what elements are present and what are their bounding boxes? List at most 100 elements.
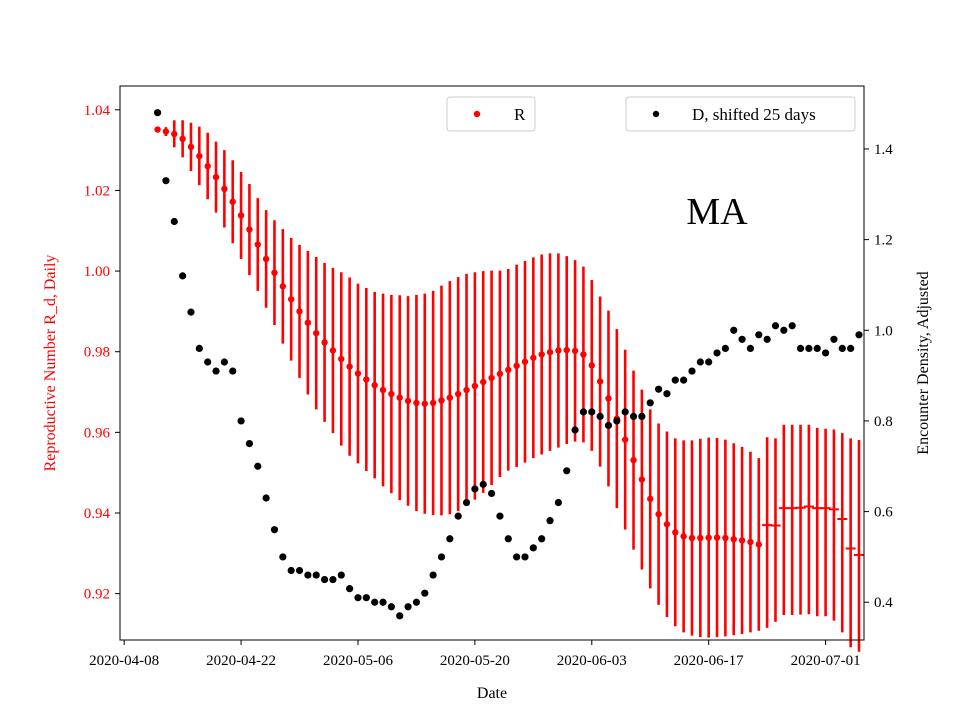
r-point [471,382,479,390]
d-point [262,494,270,502]
r-point [454,390,462,398]
r-point [521,358,529,365]
d-point [780,326,788,334]
r-point [196,152,203,160]
d-point [538,535,546,543]
r-point [246,226,253,233]
plot-frame [119,85,865,641]
x-tick-label: 2020-05-06 [323,653,393,669]
left-y-tick-label: 0.96 [84,425,111,441]
r-point [429,399,437,407]
d-point [521,553,529,561]
r-point [421,400,428,407]
r-point [663,521,671,528]
d-point [771,322,780,330]
r-point [338,355,345,363]
r-point [505,366,512,374]
d-point [554,498,562,507]
d-point [813,344,821,353]
r-point [647,495,654,503]
left-y-tick-label: 0.92 [84,587,110,603]
d-point [654,385,663,393]
d-point [479,480,487,488]
r-point [747,538,754,546]
d-point [563,467,571,475]
r-point [546,348,554,356]
r-point [413,399,420,407]
r-point [463,386,470,394]
d-point [721,344,729,353]
d-point [496,512,504,520]
r-point [672,529,679,536]
d-point [504,535,512,543]
d-point [204,358,212,366]
r-point [571,347,579,355]
d-point [588,408,596,416]
r-point [237,212,245,219]
d-point [604,421,613,430]
r-point [254,241,261,248]
d-point [412,598,421,606]
r-point [588,362,595,369]
d-point [471,485,479,493]
d-point [646,399,654,407]
r-point [722,534,729,542]
right-y-tick-label: 1.2 [874,233,893,249]
d-point [354,594,362,602]
d-point [179,272,187,280]
r-point [496,370,504,378]
d-point [730,326,738,334]
d-point [212,367,220,375]
r-point [321,339,328,346]
left-y-tick-label: 1.00 [84,264,110,280]
d-point [337,571,345,579]
r-point [638,476,646,483]
r-point [438,397,445,404]
right-y-axis-label: Encounter Density, Adjusted [915,271,932,454]
right-y-tick-label: 1.4 [874,142,893,158]
d-point [671,376,679,384]
right-y-axis: 0.4 0.6 0.8 1.0 1.2 1.4 [864,142,893,611]
r-point [221,185,228,193]
d-point [713,349,721,357]
d-point [270,526,279,534]
x-axis: 2020-04-08 2020-04-22 2020-05-06 2020-05-20… [89,640,861,669]
legend-d-label: D, shifted 25 days [692,105,816,124]
d-point [613,417,621,425]
d-point [746,344,755,353]
d-point [437,553,446,561]
d-point [287,566,295,575]
plot-content [153,109,864,652]
left-y-tick-label: 1.04 [84,103,111,119]
d-point [279,553,287,561]
d-point [788,322,796,330]
legend-d-marker [652,110,660,118]
r-point [229,198,236,205]
d-point [237,417,245,425]
r-point [304,319,312,326]
left-y-axis: 0.92 0.94 0.96 0.98 1.00 1.02 1.04 [84,103,120,603]
d-point [830,335,838,343]
r-point [605,395,612,402]
d-point [387,603,395,611]
r-point [379,386,387,394]
r-point [446,394,454,401]
x-tick-label: 2020-07-01 [791,653,861,669]
d-point [170,217,178,226]
r-point [630,456,637,464]
d-point [821,349,830,357]
r-point [346,363,353,370]
left-y-tick-label: 1.02 [84,183,110,199]
d-point [421,589,429,597]
x-axis-label: Date [477,685,507,702]
r-point [730,535,737,543]
legend-d-box [625,96,856,132]
d-point [153,109,162,117]
legend-r-marker [473,110,481,118]
d-point [304,571,312,579]
d-point [254,462,262,470]
right-y-tick-label: 1.0 [874,323,893,339]
r-point [655,511,662,518]
r-point [287,296,295,303]
